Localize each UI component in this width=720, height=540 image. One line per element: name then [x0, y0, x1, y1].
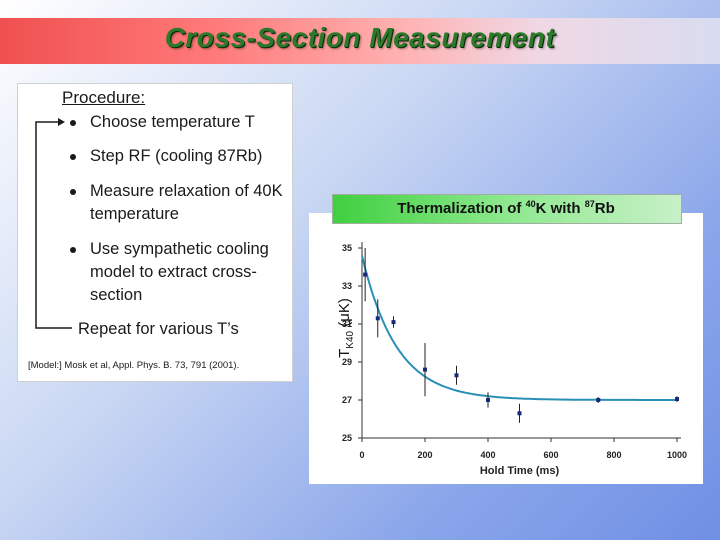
repeat-loop-arrow: [35, 118, 72, 329]
data-point: [486, 398, 490, 402]
x-tick-label: 0: [359, 450, 364, 460]
bullet-icon: [70, 189, 76, 195]
data-point: [596, 398, 601, 402]
fit-curve: [361, 255, 677, 401]
bullet-icon: [70, 247, 76, 253]
chart-title: Thermalization of 40K with 87Rb: [397, 199, 615, 217]
bullet-icon: [70, 120, 76, 126]
data-point: [375, 316, 380, 321]
data-point: [391, 320, 396, 325]
x-tick-label: 200: [417, 450, 432, 460]
x-tick-label: 800: [606, 450, 621, 460]
y-tick-label: 33: [342, 281, 352, 291]
y-tick-label: 29: [342, 357, 352, 367]
data-point: [363, 272, 368, 277]
y-axis-title: TK40 (μK): [336, 298, 356, 358]
page-title: Cross-Section Measurement: [164, 22, 556, 53]
data-point: [423, 367, 427, 372]
data-point: [454, 373, 459, 378]
procedure-item-1: Choose temperature T: [90, 113, 255, 131]
procedure-heading: Procedure:: [62, 88, 146, 107]
y-tick-label: 27: [342, 395, 352, 405]
citation: [Model:] Mosk et al, Appl. Phys. B. 73, …: [28, 360, 240, 371]
data-point: [517, 411, 522, 416]
x-tick-label: 400: [480, 450, 495, 460]
title-bar: [0, 18, 720, 64]
y-tick-label: 31: [342, 319, 352, 329]
chart-title-box: [332, 194, 682, 224]
procedure-box: Procedure: Choose temperature T Step RF …: [18, 84, 292, 381]
procedure-item-2: Step RF (cooling 87Rb): [90, 147, 263, 165]
chart-panel: [309, 213, 703, 484]
procedure-item-4: Use sympathetic cooling model to extract…: [90, 240, 269, 304]
x-axis-title: Hold Time (ms): [480, 465, 560, 477]
data-point: [675, 397, 679, 402]
y-tick-label: 25: [342, 433, 352, 443]
bullet-icon: [70, 154, 76, 160]
procedure-item-3: Measure relaxation of 40K temperature: [90, 182, 283, 223]
x-tick-label: 600: [543, 450, 558, 460]
y-tick-label: 35: [342, 243, 352, 253]
x-tick-label: 1000: [667, 450, 687, 460]
repeat-text: Repeat for various T’s: [78, 320, 239, 338]
